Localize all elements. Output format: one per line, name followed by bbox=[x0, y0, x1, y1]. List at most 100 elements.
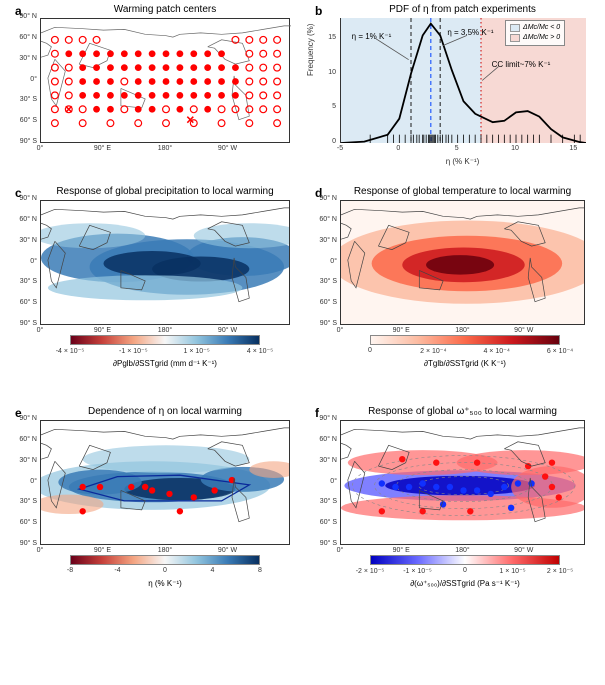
ytick: 60° N bbox=[7, 436, 37, 443]
filled-marker bbox=[121, 50, 128, 57]
map-f bbox=[340, 420, 585, 545]
cbar-tick: 0 bbox=[440, 567, 490, 574]
blue-marker bbox=[379, 480, 385, 486]
filled-marker bbox=[176, 50, 183, 57]
xtick: 90° W bbox=[213, 547, 243, 554]
xtick: 90° E bbox=[386, 547, 416, 554]
filled-marker bbox=[135, 78, 142, 85]
filled-marker bbox=[79, 92, 86, 99]
blue-marker bbox=[474, 487, 480, 493]
ytick: 90° N bbox=[7, 13, 37, 20]
xtick: 90° W bbox=[213, 327, 243, 334]
blue-marker bbox=[501, 484, 507, 490]
ytick: 30° S bbox=[7, 96, 37, 103]
filled-marker bbox=[107, 106, 114, 113]
blue-marker bbox=[447, 484, 453, 490]
annot-cc: CC limit~7% K⁻¹ bbox=[492, 60, 551, 69]
filled-marker bbox=[163, 64, 170, 71]
ytick: 60° S bbox=[7, 117, 37, 124]
filled-marker bbox=[121, 92, 128, 99]
map-e bbox=[40, 420, 290, 545]
panel-title-d: Response of global temperature to local … bbox=[340, 186, 585, 197]
xtick: 90° E bbox=[386, 327, 416, 334]
cbar-tick: -4 × 10⁻⁵ bbox=[45, 347, 95, 355]
open-marker bbox=[79, 106, 86, 113]
cbar-label: η (% K⁻¹) bbox=[70, 579, 260, 588]
filled-marker bbox=[204, 92, 211, 99]
cbar-tick: -4 bbox=[93, 567, 143, 574]
overlay-marker bbox=[149, 487, 155, 493]
red-marker bbox=[474, 459, 480, 465]
open-marker bbox=[121, 106, 128, 113]
ytick: 90° S bbox=[307, 320, 337, 327]
annot-eta1: η = 1% K⁻¹ bbox=[352, 32, 392, 41]
open-marker bbox=[79, 120, 86, 127]
open-marker bbox=[65, 36, 72, 43]
ytick: 30° N bbox=[7, 457, 37, 464]
cbar-tick: -1 × 10⁻⁵ bbox=[108, 347, 158, 355]
open-marker bbox=[51, 36, 58, 43]
field-blob bbox=[426, 255, 494, 274]
field-blob bbox=[48, 275, 242, 300]
cbar-tick: 1 × 10⁻⁵ bbox=[172, 347, 222, 355]
cbar-tick: -1 × 10⁻⁵ bbox=[393, 567, 443, 575]
ytick: 5 bbox=[320, 103, 336, 110]
overlay-marker bbox=[191, 494, 197, 500]
ylabel: Frequency (%) bbox=[306, 23, 315, 75]
overlay-marker bbox=[142, 484, 148, 490]
filled-marker bbox=[218, 64, 225, 71]
open-marker bbox=[163, 106, 170, 113]
xtick: 15 bbox=[563, 145, 583, 152]
open-marker bbox=[218, 120, 225, 127]
filled-marker bbox=[79, 78, 86, 85]
ytick: 90° S bbox=[7, 320, 37, 327]
open-marker bbox=[274, 78, 281, 85]
filled-marker bbox=[204, 50, 211, 57]
xtick: 90° W bbox=[509, 327, 539, 334]
filled-marker bbox=[176, 78, 183, 85]
map-a bbox=[40, 18, 290, 143]
ytick: 90° S bbox=[7, 138, 37, 145]
ytick: 60° S bbox=[307, 299, 337, 306]
ytick: 60° N bbox=[7, 34, 37, 41]
cbar-tick: 4 × 10⁻⁴ bbox=[472, 347, 522, 355]
filled-marker bbox=[218, 78, 225, 85]
ytick: 60° N bbox=[307, 436, 337, 443]
xtick: 180° bbox=[150, 145, 180, 152]
ytick: 90° S bbox=[307, 540, 337, 547]
overlay-marker bbox=[166, 491, 172, 497]
cbar-tick: -2 × 10⁻⁵ bbox=[345, 567, 395, 575]
ytick: 90° N bbox=[7, 195, 37, 202]
open-marker bbox=[246, 36, 253, 43]
overlay-marker bbox=[79, 484, 85, 490]
xtick: 180° bbox=[150, 327, 180, 334]
filled-marker bbox=[176, 64, 183, 71]
open-marker bbox=[246, 120, 253, 127]
filled-marker bbox=[176, 106, 183, 113]
legend-swatch bbox=[510, 34, 520, 42]
cbar-tick: 2 × 10⁻⁴ bbox=[408, 347, 458, 355]
xtick: 5 bbox=[447, 145, 467, 152]
panel-label-b: b bbox=[315, 4, 322, 18]
ytick: 30° S bbox=[7, 498, 37, 505]
filled-marker bbox=[190, 78, 197, 85]
open-marker bbox=[51, 120, 58, 127]
ytick: 0° bbox=[307, 478, 337, 485]
filled-marker bbox=[232, 78, 239, 85]
filled-marker bbox=[163, 78, 170, 85]
filled-marker bbox=[135, 64, 142, 71]
red-marker bbox=[549, 484, 555, 490]
ytick: 30° N bbox=[7, 55, 37, 62]
legend-text: ΔMc/Mc < 0 bbox=[523, 23, 560, 33]
open-marker bbox=[274, 64, 281, 71]
red-marker bbox=[549, 459, 555, 465]
ytick: 0° bbox=[7, 258, 37, 265]
open-marker bbox=[163, 120, 170, 127]
ytick: 0° bbox=[7, 76, 37, 83]
red-marker bbox=[525, 463, 531, 469]
open-marker bbox=[51, 92, 58, 99]
cbar-label: ∂Tglb/∂SSTgrid (K K⁻¹) bbox=[370, 359, 560, 368]
ytick: 90° N bbox=[307, 415, 337, 422]
filled-marker bbox=[190, 64, 197, 71]
panel-title-b: PDF of η from patch experiments bbox=[340, 4, 585, 15]
